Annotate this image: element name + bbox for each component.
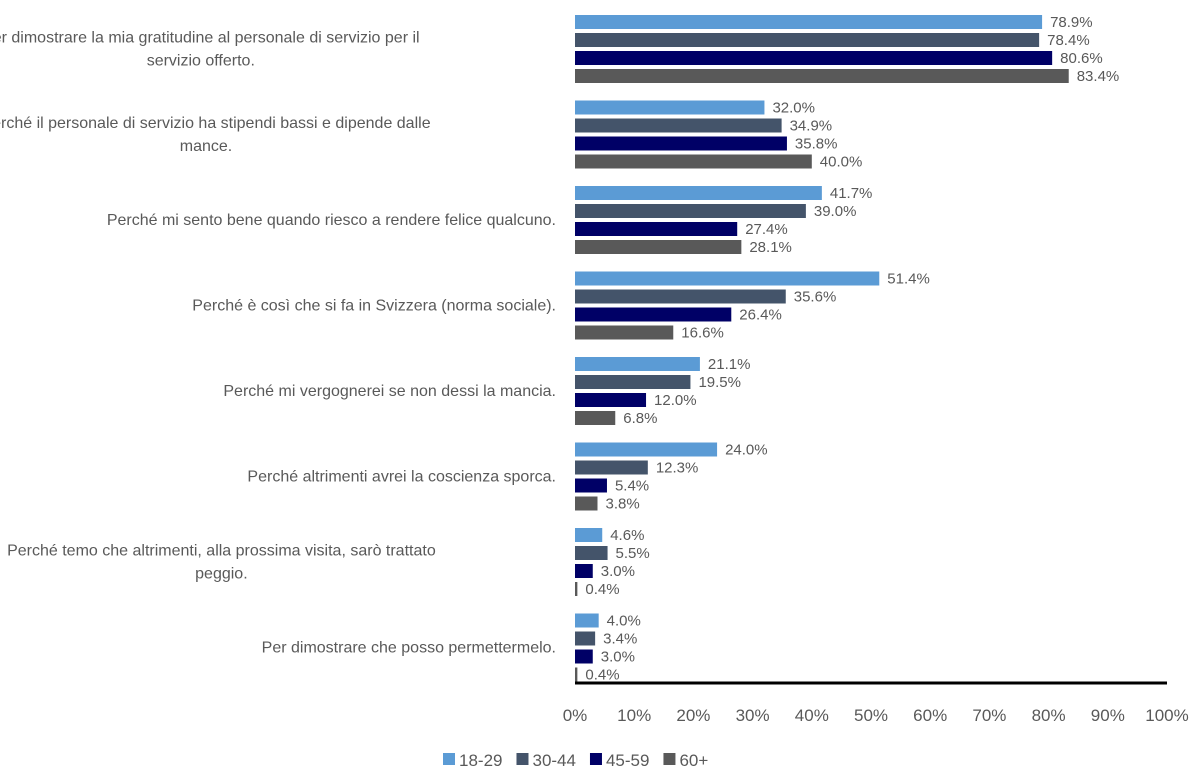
value-label: 51.4% — [887, 271, 930, 288]
legend-swatch — [443, 753, 455, 765]
x-tick-label: 80% — [1032, 706, 1066, 725]
bar-18-29-7 — [575, 528, 603, 542]
legend-label: 30-44 — [532, 751, 575, 770]
x-tick-label: 100% — [1145, 706, 1188, 725]
legend-swatch — [663, 753, 676, 765]
bar-30-44-8 — [575, 631, 596, 646]
x-tick-label: 20% — [676, 706, 710, 725]
bar-60+-3 — [575, 240, 742, 254]
value-label: 24.0% — [725, 442, 768, 459]
category-label: Perché temo che altrimenti, alla prossim… — [7, 543, 436, 583]
x-tick-labels-group: 0% 10% 20% 30% 40% 50% 60% 70% 80% 90% 100% — [563, 706, 1189, 725]
value-label: 12.3% — [656, 460, 699, 477]
value-label: 3.0% — [601, 649, 635, 666]
bar-45-59-2 — [575, 136, 787, 151]
value-label: 32.0% — [772, 100, 815, 117]
value-label: 21.1% — [708, 356, 751, 373]
bar-60+-4 — [575, 325, 674, 340]
bar-60+-7 — [575, 582, 578, 596]
category-label: Per dimostrare che posso permettermelo. — [262, 640, 556, 657]
category-label: Perché è così che si fa in Svizzera (nor… — [192, 298, 556, 315]
value-label: 0.4% — [585, 581, 619, 598]
category-label: Perché altrimenti avrei la coscienza spo… — [247, 469, 556, 486]
bar-18-29-6 — [575, 442, 718, 457]
x-tick-label: 10% — [617, 706, 651, 725]
value-label: 5.4% — [615, 478, 649, 495]
value-label: 83.4% — [1077, 68, 1120, 85]
value-label: 3.0% — [601, 563, 635, 580]
x-tick-label: 40% — [795, 706, 829, 725]
value-label: 35.6% — [794, 289, 837, 306]
value-label: 19.5% — [698, 374, 741, 391]
bar-18-29-4 — [575, 271, 880, 286]
value-label: 16.6% — [681, 325, 724, 342]
category-label: Perché mi sento bene quando riesco a ren… — [107, 212, 556, 229]
x-tick-label: 50% — [854, 706, 888, 725]
legend-label: 45-59 — [606, 751, 649, 770]
value-label: 26.4% — [739, 307, 782, 324]
value-label: 5.5% — [616, 545, 650, 562]
category-label: Perché mi vergognerei se non dessi la ma… — [223, 383, 556, 400]
value-label: 35.8% — [795, 136, 838, 153]
bar-60+-5 — [575, 411, 616, 425]
value-label: 4.0% — [607, 613, 641, 630]
bar-30-44-7 — [575, 546, 608, 560]
value-label: 78.9% — [1050, 14, 1093, 31]
bar-18-29-2 — [575, 100, 765, 115]
value-label: 12.0% — [654, 392, 697, 409]
value-label: 0.4% — [585, 667, 619, 684]
bar-45-59-1 — [575, 51, 1053, 65]
value-label: 39.0% — [814, 203, 857, 220]
category-labels-group: Per dimostrare la mia gratitudine al per… — [0, 30, 556, 657]
bar-60+-1 — [575, 69, 1069, 83]
bar-30-44-3 — [575, 204, 806, 218]
value-label: 80.6% — [1060, 50, 1103, 67]
category-label: Per dimostrare la mia gratitudine al per… — [0, 30, 420, 70]
x-tick-label: 0% — [563, 706, 588, 725]
legend-swatch — [589, 753, 602, 765]
x-tick-label: 90% — [1091, 706, 1125, 725]
value-label: 28.1% — [749, 239, 792, 256]
bar-18-29-8 — [575, 613, 599, 628]
bar-45-59-5 — [575, 393, 647, 407]
x-tick-label: 30% — [736, 706, 770, 725]
bar-18-29-5 — [575, 357, 700, 371]
bar-45-59-8 — [575, 649, 593, 664]
legend: 18-29 30-44 45-59 60+ — [443, 751, 708, 770]
bar-18-29-1 — [575, 15, 1043, 29]
bar-45-59-6 — [575, 478, 607, 493]
value-label: 78.4% — [1047, 32, 1090, 49]
bar-60+-6 — [575, 496, 598, 511]
value-labels-group: 78.9%78.4%80.6%83.4% 32.0%34.9%35.8%40.0%… — [585, 14, 1119, 684]
legend-label: 60+ — [679, 751, 708, 770]
bar-30-44-1 — [575, 33, 1040, 47]
value-label: 40.0% — [820, 154, 863, 171]
bar-18-29-3 — [575, 186, 822, 200]
value-label: 3.4% — [603, 631, 637, 648]
bar-60+-8 — [575, 667, 578, 682]
x-tick-label: 70% — [972, 706, 1006, 725]
value-label: 4.6% — [610, 527, 644, 544]
legend-label: 18-29 — [459, 751, 502, 770]
value-label: 6.8% — [623, 410, 657, 427]
bars-group — [575, 15, 1069, 682]
bar-30-44-2 — [575, 118, 782, 133]
bar-30-44-4 — [575, 289, 786, 304]
bar-45-59-7 — [575, 564, 593, 578]
value-label: 41.7% — [830, 185, 873, 202]
value-label: 27.4% — [745, 221, 788, 238]
bar-45-59-4 — [575, 307, 732, 322]
bar-60+-2 — [575, 154, 812, 169]
x-tick-label: 60% — [913, 706, 947, 725]
value-label: 34.9% — [790, 118, 833, 135]
bar-30-44-6 — [575, 460, 648, 475]
category-label: Perché il personale di servizio ha stipe… — [0, 115, 431, 155]
bar-45-59-3 — [575, 222, 738, 236]
bar-30-44-5 — [575, 375, 691, 389]
legend-swatch — [516, 753, 529, 765]
value-label: 3.8% — [605, 496, 639, 513]
